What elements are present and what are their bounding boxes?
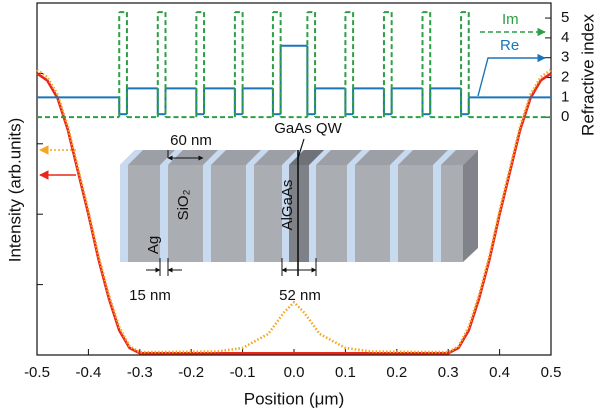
ag-layers bbox=[120, 150, 456, 262]
y2-tick-label: 2 bbox=[561, 68, 569, 85]
x-tick-label: -0.3 bbox=[127, 364, 153, 381]
qw-pointer bbox=[297, 138, 305, 159]
x-tick-label: 0.1 bbox=[335, 364, 356, 381]
y2-tick-label: 5 bbox=[561, 9, 569, 26]
step-riser bbox=[118, 45, 470, 115]
slab-side bbox=[463, 150, 478, 262]
x-tick-label: 0.3 bbox=[438, 364, 459, 381]
x-tick-label: -0.1 bbox=[230, 364, 256, 381]
annotation: 60 nm bbox=[170, 132, 212, 149]
annotation: SiO₂ bbox=[175, 189, 192, 220]
x-tick-label: 0.2 bbox=[386, 364, 407, 381]
annotation: GaAs QW bbox=[274, 120, 342, 137]
y2-tick-label: 3 bbox=[561, 49, 569, 66]
legend-label: Re bbox=[500, 37, 519, 54]
x-tick-label: -0.5 bbox=[24, 364, 50, 381]
x-axis-label: Position (μm) bbox=[244, 389, 344, 408]
x-tick-label: 0.4 bbox=[489, 364, 510, 381]
intensity-line bbox=[36, 68, 552, 354]
x-tick-label: 0.5 bbox=[541, 364, 562, 381]
annotation: Ag bbox=[145, 236, 162, 254]
legend-label: Im bbox=[502, 11, 519, 28]
annotation: 15 nm bbox=[129, 287, 171, 304]
algaas-layer bbox=[289, 165, 309, 262]
y2-tick-label: 4 bbox=[561, 29, 569, 46]
layer-diagram: 60 nm SiO₂ GaAs QW AlGaAs Ag 15 nm 52 nm bbox=[120, 120, 478, 304]
x-tick-label: 0.0 bbox=[284, 364, 305, 381]
y2-tick-label: 1 bbox=[561, 88, 569, 105]
x-tick-label: -0.4 bbox=[75, 364, 101, 381]
x-tick-label: -0.2 bbox=[178, 364, 204, 381]
step-riser bbox=[118, 12, 470, 118]
y2-axis-label: Refractive index bbox=[578, 14, 597, 136]
annotation: AlGaAs bbox=[279, 180, 296, 231]
annotation: 52 nm bbox=[279, 287, 321, 304]
y-axis-label: Intensity (arb.units) bbox=[5, 118, 24, 263]
legend-arrow bbox=[477, 53, 546, 97]
y2-tick-label: 0 bbox=[561, 108, 569, 125]
